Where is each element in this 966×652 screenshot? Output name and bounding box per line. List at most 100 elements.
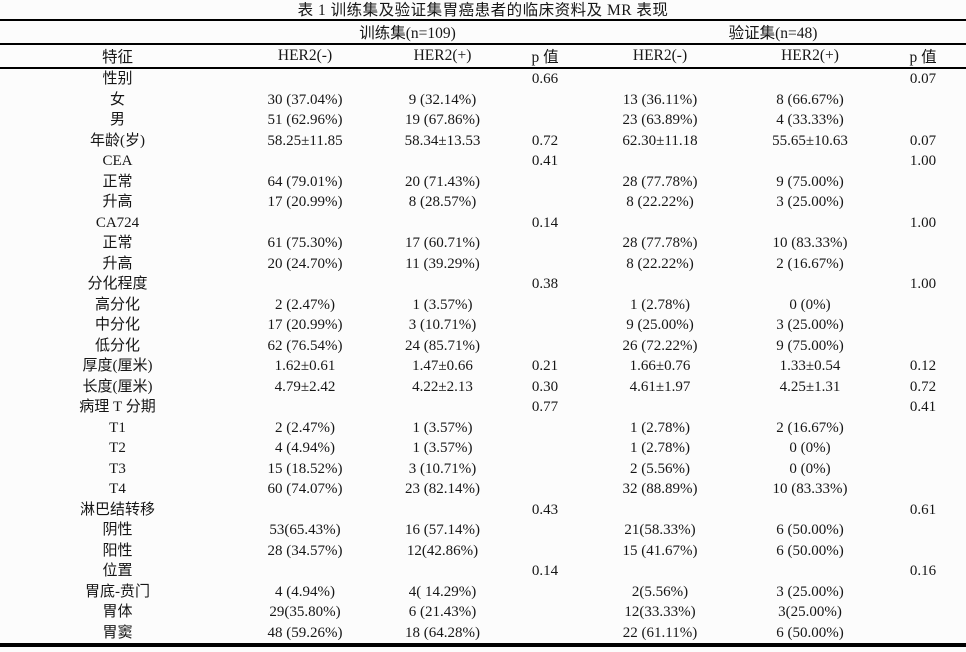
value-cell: 2(5.56%) xyxy=(631,583,689,600)
value-cell: 4.25±1.31 xyxy=(779,378,841,395)
value-cell: 1.66±0.76 xyxy=(629,358,691,374)
value-cell: 24 (85.71%) xyxy=(405,337,480,354)
feature-cell: T1 xyxy=(109,419,126,436)
pvalue-cell: 0.72 xyxy=(909,378,937,395)
value-cell: 6 (21.43%) xyxy=(408,604,477,620)
value-cell: 61 (75.30%) xyxy=(267,235,343,251)
pvalue-cell: 0.41 xyxy=(909,399,937,415)
value-cell xyxy=(235,151,375,172)
pvalue-cell xyxy=(510,192,580,213)
feature-cell: 升高 xyxy=(102,194,133,210)
value-cell: 21(58.33%) xyxy=(624,522,696,538)
value-cell xyxy=(375,397,510,418)
value-cell xyxy=(740,68,880,90)
pvalue-cell xyxy=(510,336,580,357)
value-cell: 55.65±10.63 xyxy=(772,132,848,149)
value-cell: 20 (71.43%) xyxy=(405,173,480,190)
value-cell: 10 (83.33%) xyxy=(772,235,848,251)
value-cell: 2 (2.47%) xyxy=(275,419,335,436)
pvalue-cell xyxy=(510,582,580,603)
value-cell: 18 (64.28%) xyxy=(405,624,480,641)
pvalue-cell xyxy=(880,254,966,275)
table-row: T1 2 (2.47%) 1 (3.57%) 1 (2.78%) 2 (16.67%) xyxy=(0,418,966,439)
pvalue-cell xyxy=(880,110,966,131)
pvalue-cell xyxy=(880,582,966,603)
feature-cell: 位置 xyxy=(102,563,133,579)
feature-cell: CA724 xyxy=(95,214,140,231)
value-cell: 19 (67.86%) xyxy=(405,112,480,128)
value-cell: 58.34±13.53 xyxy=(404,132,481,149)
pvalue-cell xyxy=(880,233,966,254)
value-cell: 4.61±1.97 xyxy=(629,378,691,395)
value-cell: 12(42.86%) xyxy=(406,542,479,559)
value-cell: 9 (32.14%) xyxy=(408,91,477,108)
value-cell: 13 (36.11%) xyxy=(622,91,698,108)
table-row: 胃底-贲门 4 (4.94%) 4( 14.29%) 2(5.56%) 3 (25.00… xyxy=(0,582,966,603)
value-cell xyxy=(235,397,375,418)
value-cell: 32 (88.89%) xyxy=(622,481,698,497)
feature-cell: 胃底-贲门 xyxy=(85,583,150,600)
pvalue-cell xyxy=(510,90,580,111)
feature-cell: 年龄(岁) xyxy=(90,132,145,149)
value-cell: 16 (57.14%) xyxy=(405,522,480,538)
feature-cell: 厚度(厘米) xyxy=(82,358,153,374)
value-cell: 4.22±2.13 xyxy=(412,378,473,395)
value-cell: 10 (83.33%) xyxy=(772,481,848,497)
pvalue-cell xyxy=(510,172,580,193)
value-cell xyxy=(580,561,740,582)
value-cell xyxy=(580,213,740,234)
value-cell: 17 (20.99%) xyxy=(267,194,343,210)
table-row: 男 51 (62.96%) 19 (67.86%) 23 (63.89%) 4 (33.… xyxy=(0,110,966,131)
feature-cell: 性别 xyxy=(102,71,133,87)
value-cell: 0 (0%) xyxy=(789,296,831,313)
value-cell xyxy=(235,274,375,295)
value-cell: 3 (25.00%) xyxy=(776,194,844,210)
value-cell: 6 (50.00%) xyxy=(776,624,844,641)
pvalue-cell: 0.77 xyxy=(531,399,559,415)
feature-cell: 正常 xyxy=(102,235,133,251)
feature-cell: 长度(厘米) xyxy=(82,378,153,395)
column-header-pvalue-train: p 值 xyxy=(510,44,581,69)
value-cell: 60 (74.07%) xyxy=(267,481,343,497)
feature-cell: 低分化 xyxy=(94,337,140,354)
value-cell xyxy=(375,151,510,172)
table-row: CA724 0.14 1.00 xyxy=(0,213,966,234)
pvalue-cell xyxy=(880,192,966,213)
pvalue-cell xyxy=(510,295,580,316)
pvalue-cell xyxy=(880,295,966,316)
pvalue-cell: 0.61 xyxy=(909,501,937,518)
pvalue-cell xyxy=(880,418,966,439)
feature-cell: 阴性 xyxy=(102,522,133,538)
value-cell: 28 (77.78%) xyxy=(622,173,698,190)
table-row: 病理 T 分期 0.77 0.41 xyxy=(0,397,966,418)
pvalue-cell xyxy=(880,479,966,500)
value-cell: 1 (2.78%) xyxy=(630,296,691,313)
value-cell xyxy=(740,500,880,521)
pvalue-cell: 0.66 xyxy=(531,71,559,87)
table-body: 性别 0.66 0.07 女 30 (37.04%) 9 (32.14%) 13 (36.1… xyxy=(0,68,966,645)
pvalue-cell: 0.16 xyxy=(909,563,937,579)
feature-cell: T2 xyxy=(109,440,126,456)
pvalue-cell: 0.14 xyxy=(531,563,559,579)
feature-cell: CEA xyxy=(102,153,133,169)
value-cell: 8 (22.22%) xyxy=(626,255,694,272)
column-header-pvalue-valid: p 值 xyxy=(880,44,966,69)
pvalue-cell: 0.14 xyxy=(531,214,559,231)
value-cell xyxy=(235,68,375,90)
value-cell: 1.62±0.61 xyxy=(274,358,336,374)
table-row: 长度(厘米) 4.79±2.42 4.22±2.13 0.30 4.61±1.97 4.2… xyxy=(0,377,966,398)
table-row: 胃窦 48 (59.26%) 18 (64.28%) 22 (61.11%) 6 (50… xyxy=(0,623,966,646)
value-cell xyxy=(740,561,880,582)
value-cell xyxy=(375,68,510,90)
pvalue-cell xyxy=(880,336,966,357)
value-cell xyxy=(375,274,510,295)
table-row: 低分化 62 (76.54%) 24 (85.71%) 26 (72.22%) 9 (7… xyxy=(0,336,966,357)
value-cell: 62.30±11.18 xyxy=(622,132,698,149)
table-row: 胃体 29(35.80%) 6 (21.43%) 12(33.33%) 3(25.00%… xyxy=(0,602,966,623)
pvalue-cell xyxy=(510,254,580,275)
value-cell xyxy=(740,151,880,172)
table-row: 分化程度 0.38 1.00 xyxy=(0,274,966,295)
table-row: 性别 0.66 0.07 xyxy=(0,68,966,90)
value-cell xyxy=(580,68,740,90)
